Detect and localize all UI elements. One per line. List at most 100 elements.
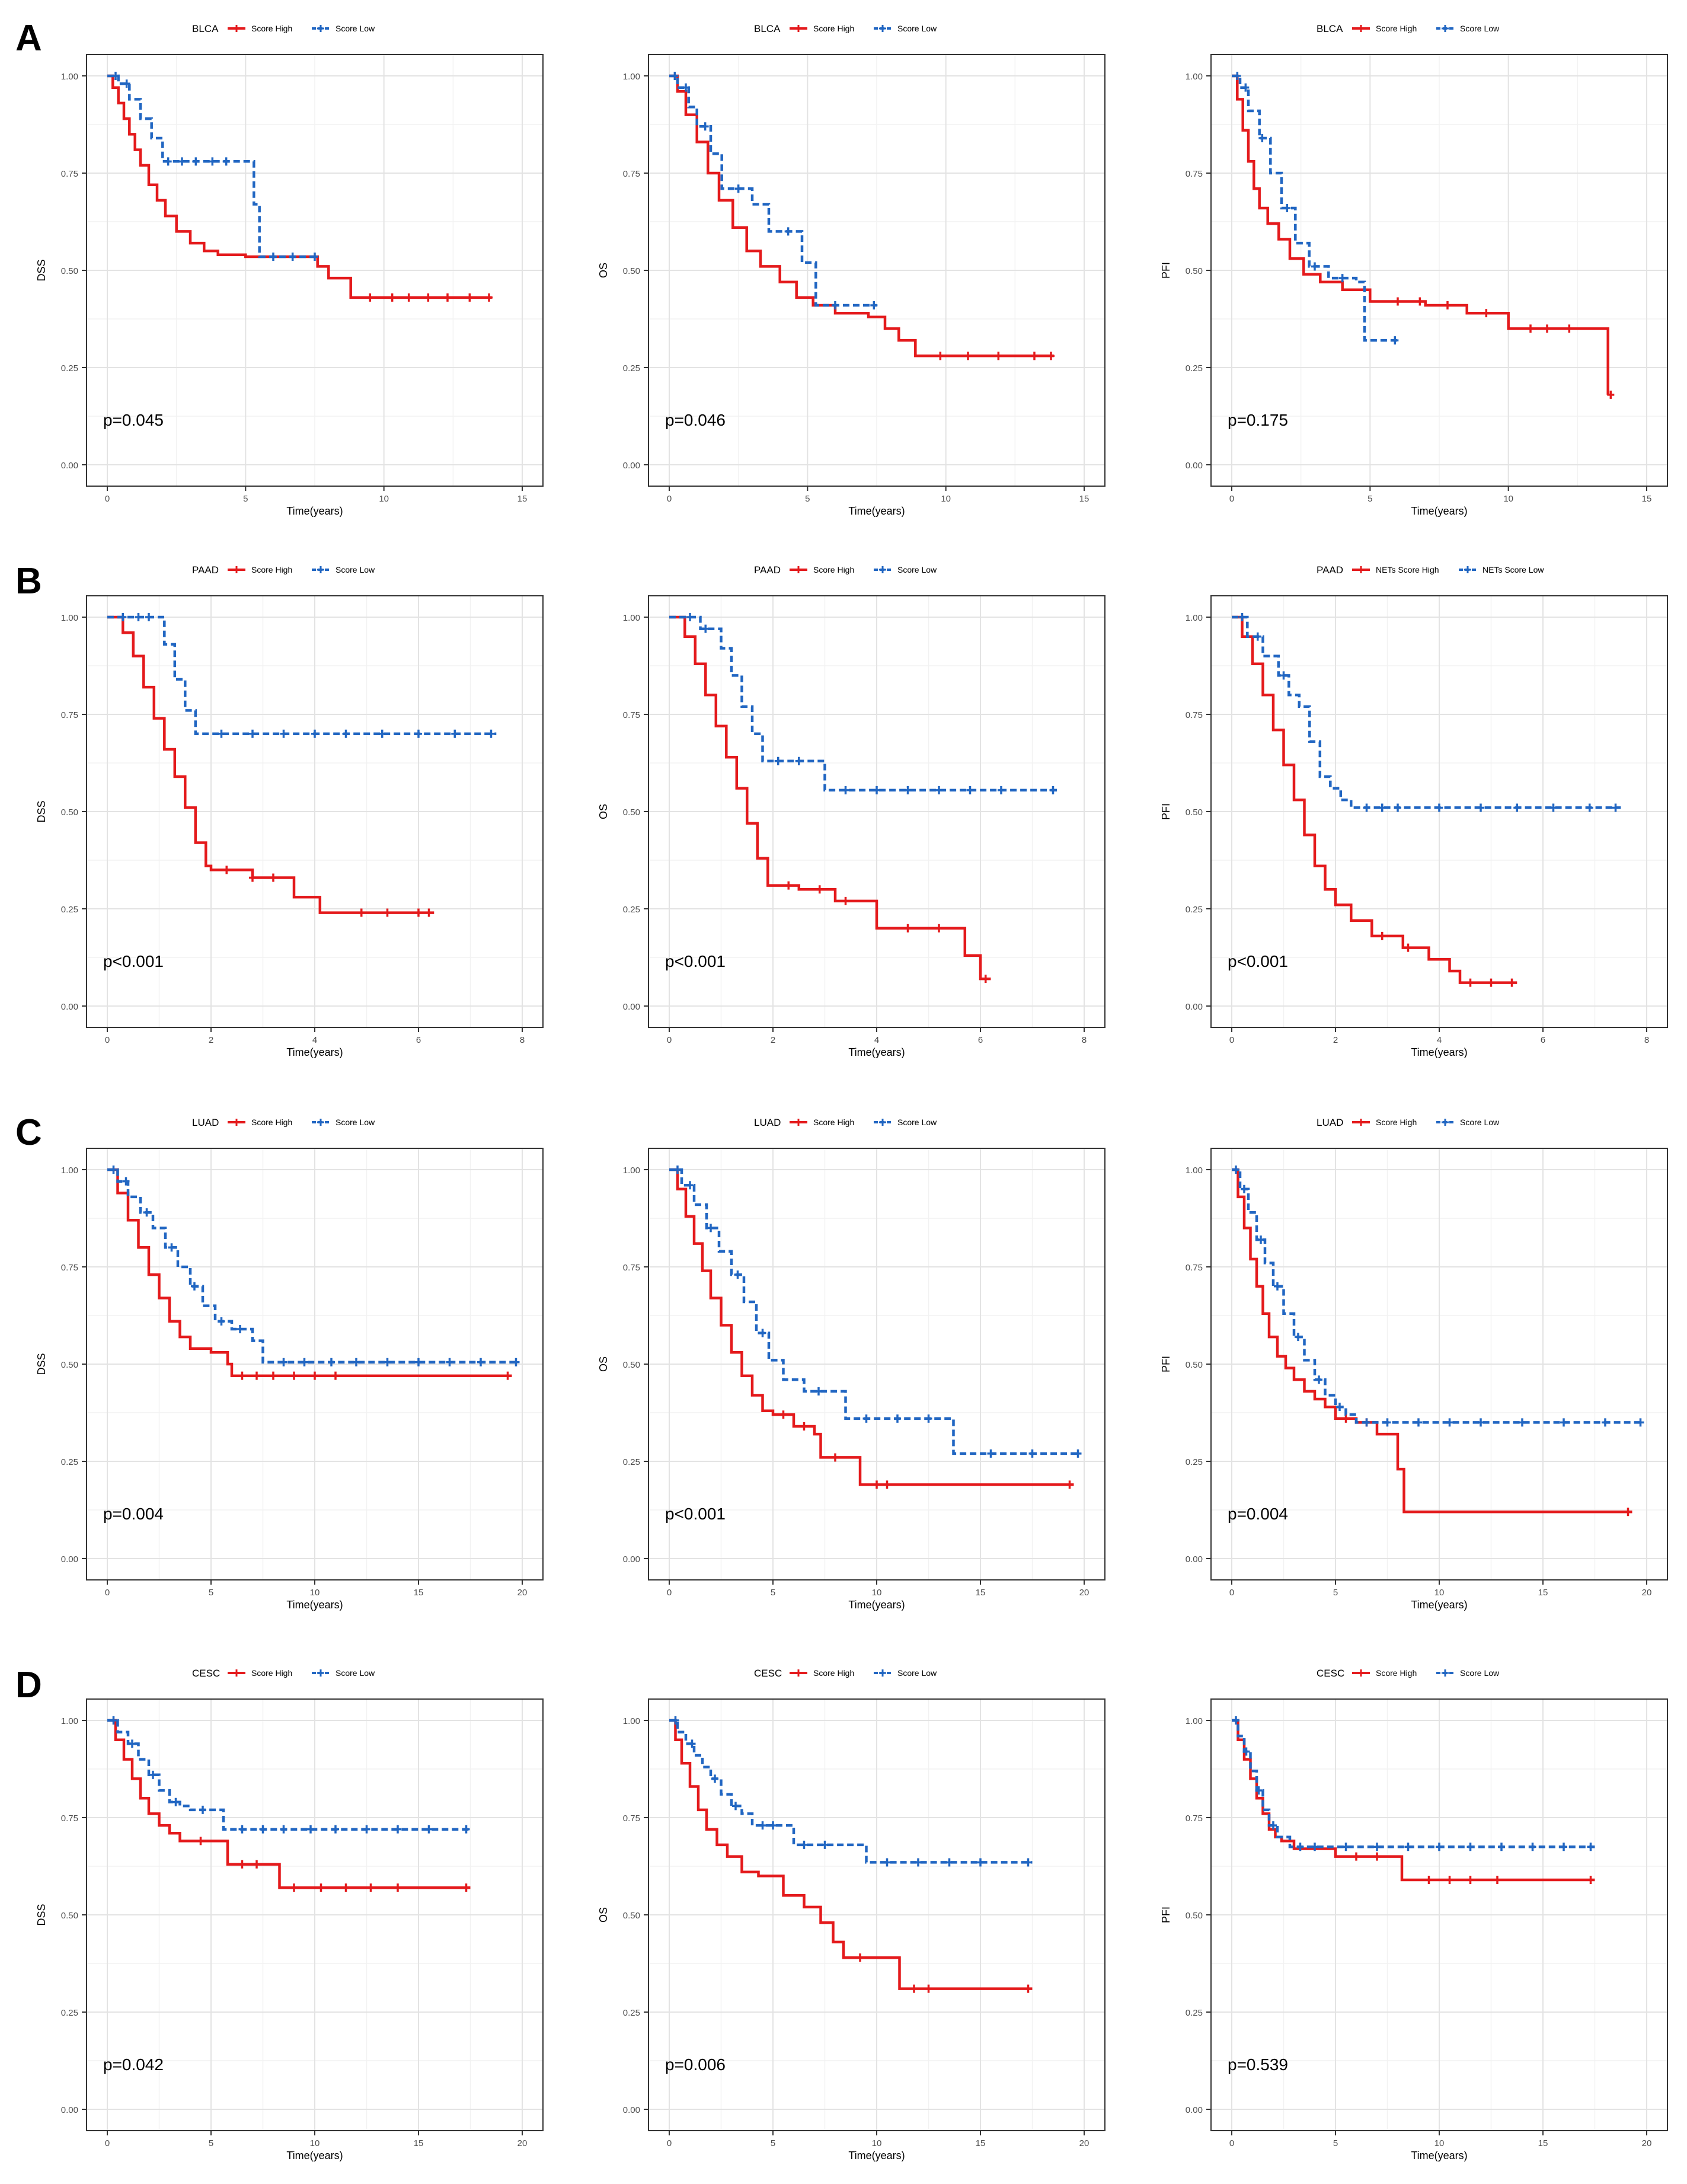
y-tick-label: 0.25 xyxy=(623,1457,640,1467)
y-tick-label: 1.00 xyxy=(61,1166,78,1176)
censor-mark xyxy=(1425,1875,1433,1884)
censor-mark xyxy=(964,352,972,360)
legend-series-label: NETs Score Low xyxy=(1482,565,1544,574)
legend-title: CESC xyxy=(1317,1668,1344,1679)
legend-title: BLCA xyxy=(754,23,781,34)
y-axis-label: PFI xyxy=(1160,262,1172,279)
survival-curve-low xyxy=(669,615,1059,792)
legend-key-censor xyxy=(233,1119,240,1126)
censor-mark xyxy=(873,1480,880,1489)
censor-mark xyxy=(1560,1418,1567,1427)
y-axis-label: OS xyxy=(598,263,609,278)
row-letter-d: D xyxy=(15,1665,42,1706)
censor-mark xyxy=(1234,72,1241,80)
censor-mark xyxy=(378,729,386,738)
y-tick-label: 0.00 xyxy=(61,461,78,471)
y-tick-label: 0.50 xyxy=(623,807,640,818)
survival-curve-high xyxy=(669,1719,1033,1990)
x-tick-label: 5 xyxy=(243,494,248,504)
censor-mark xyxy=(145,613,152,621)
chart-panel-cesc-pfi: 0.00 0.25 0.50 0.75 1.00 0 5 10 15 20 Time(years) P… xyxy=(1160,1668,1668,2161)
survival-curve-low xyxy=(1232,74,1398,342)
censor-mark xyxy=(1384,1418,1391,1427)
y-tick-label: 0.25 xyxy=(623,363,640,373)
censor-mark xyxy=(238,1371,246,1380)
legend-key-censor xyxy=(879,566,886,573)
legend-title: BLCA xyxy=(1317,23,1343,34)
legend-key-censor xyxy=(233,25,240,32)
y-tick-label: 0.75 xyxy=(1186,1263,1203,1273)
y-tick-label: 0.00 xyxy=(1186,461,1203,471)
censor-mark xyxy=(671,72,679,80)
x-tick-label: 5 xyxy=(209,2138,213,2148)
censor-mark xyxy=(1274,1282,1281,1291)
legend-series-label: Score High xyxy=(1376,1117,1417,1127)
censor-mark xyxy=(682,83,689,92)
censor-mark xyxy=(1028,1449,1036,1458)
censor-mark xyxy=(1436,803,1443,812)
censor-mark xyxy=(925,1414,932,1423)
censor-mark xyxy=(425,908,433,917)
censor-mark xyxy=(317,1883,325,1892)
x-axis-label: Time(years) xyxy=(848,1046,905,1058)
plot-border xyxy=(648,595,1106,1028)
censor-mark xyxy=(191,1282,198,1291)
censor-mark xyxy=(842,896,849,905)
censor-mark xyxy=(477,1358,484,1366)
x-tick-label: 5 xyxy=(1333,2138,1338,2148)
x-tick-label: 4 xyxy=(312,1035,317,1045)
legend-title: LUAD xyxy=(754,1117,781,1128)
censor-mark xyxy=(270,1371,277,1380)
censor-mark xyxy=(1373,1843,1381,1851)
censor-mark xyxy=(998,786,1005,794)
x-tick-label: 0 xyxy=(667,1588,672,1598)
censor-mark xyxy=(779,1410,787,1419)
censor-mark xyxy=(290,1883,298,1892)
censor-mark xyxy=(711,1774,718,1783)
y-tick-label: 0.25 xyxy=(623,905,640,915)
censor-mark xyxy=(1031,352,1038,360)
y-tick-label: 0.50 xyxy=(1186,807,1203,818)
censor-mark xyxy=(237,1324,244,1333)
censor-mark xyxy=(966,786,974,794)
p-value-label: p=0.539 xyxy=(1228,2055,1288,2074)
legend-title: CESC xyxy=(754,1668,782,1679)
x-tick-label: 10 xyxy=(1434,1588,1445,1598)
censor-mark xyxy=(815,1387,822,1396)
legend-series-label: Score Low xyxy=(336,24,375,33)
censor-mark xyxy=(1404,1843,1412,1851)
chart-panel-paad-dss: 0.00 0.25 0.50 0.75 1.00 0 2 4 6 8 Time(years) DSS P… xyxy=(36,564,544,1058)
censor-mark xyxy=(415,729,422,738)
censor-mark xyxy=(1283,204,1291,213)
censor-mark xyxy=(857,1953,864,1962)
x-tick-label: 20 xyxy=(1079,1588,1089,1598)
censor-mark xyxy=(1519,1418,1526,1427)
censor-mark xyxy=(883,1480,891,1489)
row-letter-a: A xyxy=(15,18,42,59)
censor-mark xyxy=(977,1858,984,1867)
legend-title: LUAD xyxy=(1317,1117,1343,1128)
censor-mark xyxy=(925,1984,932,1993)
censor-mark xyxy=(1257,1235,1264,1244)
y-tick-label: 0.00 xyxy=(1186,2105,1203,2115)
censor-mark xyxy=(1607,390,1615,399)
censor-mark xyxy=(935,924,942,933)
censor-mark xyxy=(270,253,277,261)
censor-mark xyxy=(259,1825,267,1834)
survival-curve-low xyxy=(1232,1719,1595,1848)
y-tick-label: 0.00 xyxy=(61,1002,78,1012)
legend-series-label: Score High xyxy=(813,1117,854,1127)
censor-mark xyxy=(816,885,823,894)
censor-mark xyxy=(862,1414,870,1423)
x-tick-label: 6 xyxy=(416,1035,421,1045)
y-tick-label: 0.50 xyxy=(623,1360,640,1370)
legend-key-censor xyxy=(879,1669,886,1677)
y-axis-label: OS xyxy=(598,1907,609,1923)
censor-mark xyxy=(149,1770,156,1779)
legend-series-label: Score High xyxy=(1376,1668,1417,1678)
legend-series-label: Score High xyxy=(813,565,854,574)
survival-curve-low xyxy=(669,1168,1080,1455)
survival-curve-low xyxy=(107,615,497,736)
x-tick-label: 20 xyxy=(517,2138,528,2148)
censor-mark xyxy=(1466,1843,1474,1851)
